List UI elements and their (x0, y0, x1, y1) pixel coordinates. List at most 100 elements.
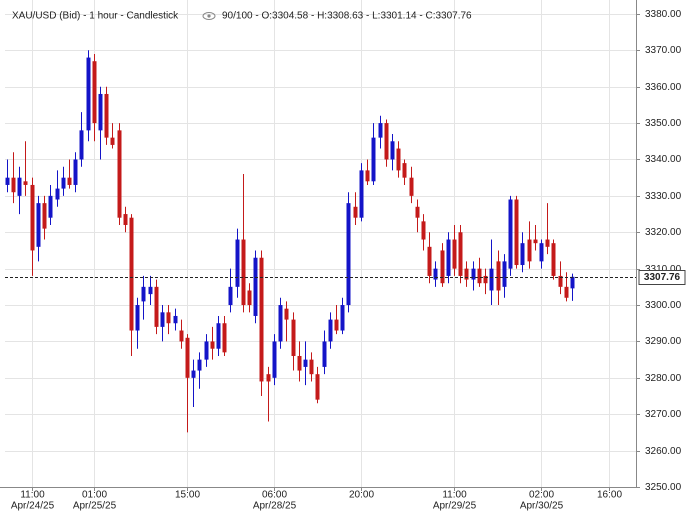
candle-body (291, 319, 296, 356)
candle-body (36, 203, 41, 247)
candle-body (378, 123, 383, 138)
y-tick-label: 3370.00 (645, 45, 682, 56)
y-tick-label: 3310.00 (645, 264, 682, 275)
candle-body (483, 275, 488, 284)
candle-body (284, 308, 289, 320)
candle-body (5, 177, 10, 185)
candle-body (458, 232, 463, 276)
candle-body (340, 305, 345, 331)
candle-body (315, 374, 320, 400)
candle-body (197, 359, 202, 371)
candle-body (433, 268, 438, 280)
candle-body (185, 337, 190, 378)
eye-icon[interactable] (202, 12, 216, 20)
candle-body (228, 286, 233, 306)
candle-body (551, 243, 556, 276)
y-tick-label: 3260.00 (645, 446, 682, 457)
candle-body (545, 239, 550, 247)
x-tick-label: 01:00 (82, 490, 107, 501)
candle-body (272, 341, 277, 378)
candle-body (123, 214, 128, 225)
candle-body (129, 217, 134, 331)
candle-body (79, 130, 84, 160)
candle-body (520, 243, 525, 266)
candle-body (11, 177, 16, 193)
candle-body (415, 206, 420, 218)
y-tick-label: 3380.00 (645, 9, 682, 20)
x-tick-date: Apr/30/25 (520, 501, 564, 512)
ohlc-readout: 90/100 - O:3304.58 - H:3308.63 - L:3301.… (222, 11, 472, 22)
y-tick-label: 3360.00 (645, 82, 682, 93)
x-tick-label: 11:00 (20, 490, 45, 501)
candle-body (421, 221, 426, 240)
candle-body (309, 359, 314, 375)
last-price-label: 3307.76 (644, 272, 681, 283)
candle-body (98, 93, 103, 131)
candle-body (440, 250, 445, 284)
candle-body (353, 206, 358, 218)
candle-body (42, 203, 47, 229)
y-tick-label: 3340.00 (645, 154, 682, 165)
candle-body (390, 141, 395, 160)
candle-body (17, 177, 22, 196)
candle-body (141, 286, 146, 302)
candle-body (104, 93, 109, 138)
y-tick-label: 3280.00 (645, 373, 682, 384)
x-tick-date: Apr/28/25 (253, 501, 297, 512)
candle-body (384, 123, 389, 160)
candle-body (396, 148, 401, 171)
x-tick-label: 06:00 (262, 490, 287, 501)
candle-body (204, 341, 209, 360)
x-tick-label: 15:00 (175, 490, 200, 501)
candle-body (365, 170, 370, 182)
candle-body (570, 276, 575, 289)
candle-body (359, 170, 364, 218)
candle-body (160, 312, 165, 327)
x-tick-date: Apr/25/25 (73, 501, 117, 512)
candle-body (514, 199, 519, 266)
candle-body (67, 177, 72, 185)
candle-body (508, 199, 513, 269)
candle-body (173, 315, 178, 324)
candle-body (92, 61, 97, 124)
candle-body (148, 286, 153, 295)
candle-body (303, 359, 308, 367)
y-tick-label: 3300.00 (645, 300, 682, 311)
candle-body (477, 268, 482, 284)
last-price-box (638, 270, 686, 285)
candle-body (464, 268, 469, 280)
candle-body (110, 137, 115, 145)
candle-body (235, 239, 240, 287)
candle-body (48, 195, 53, 218)
candle-body (496, 261, 501, 291)
candle-body (564, 286, 569, 298)
candle-body (253, 257, 258, 316)
candle-body (427, 246, 432, 276)
candle-body (266, 374, 271, 382)
candle-body (489, 268, 494, 291)
candle-body (73, 159, 78, 185)
candle-body (334, 319, 339, 331)
candle-body (409, 177, 414, 196)
candle-body (61, 177, 66, 189)
candle-body (452, 239, 457, 269)
x-tick-label: 20:00 (349, 490, 374, 501)
candle-body (502, 261, 507, 287)
candle-body (371, 137, 376, 182)
candle-body (117, 130, 122, 218)
y-tick-label: 3320.00 (645, 227, 682, 238)
candle-body (558, 275, 563, 287)
candle-body (210, 341, 215, 349)
y-tick-label: 3350.00 (645, 118, 682, 129)
x-tick-label: 11:00 (442, 490, 467, 501)
candle-body (402, 163, 407, 178)
x-tick-date: Apr/29/25 (433, 501, 477, 512)
candle-body (471, 268, 476, 280)
candle-body (222, 323, 227, 353)
candle-body (191, 370, 196, 378)
y-tick-label: 3330.00 (645, 191, 682, 202)
candle-body (527, 239, 532, 262)
y-tick-label: 3290.00 (645, 336, 682, 347)
candle-body (322, 341, 327, 367)
